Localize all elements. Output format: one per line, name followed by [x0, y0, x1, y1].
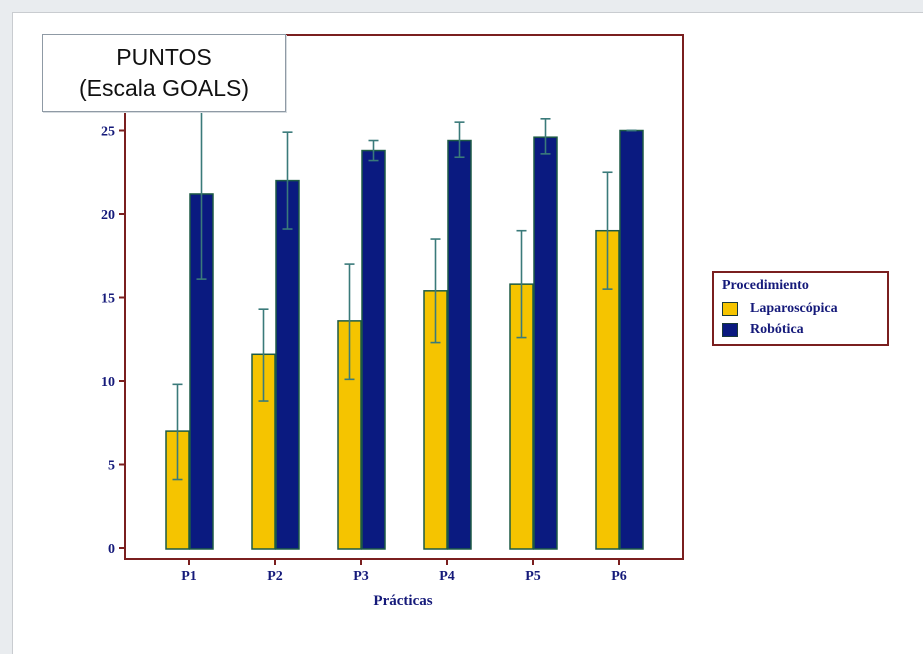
bar [619, 129, 644, 550]
legend-swatch-laparoscopica [722, 302, 738, 316]
y-tick-label: 0 [108, 542, 115, 557]
bar-chart: 0 5 10 15 20 25 P1 P2 P3 P4 P5 P6 Prácticas [101, 34, 684, 609]
legend-label-laparoscopica: Laparoscópica [750, 301, 838, 316]
x-axis-label: Prácticas [373, 593, 432, 609]
chart-title: PUNTOS [116, 44, 212, 70]
chart-subtitle: (Escala GOALS) [79, 75, 249, 101]
x-tick-label: P2 [267, 569, 283, 584]
bar [533, 136, 558, 550]
legend-swatch-robotica [722, 323, 738, 337]
legend: Procedimiento Laparoscópica Robótica [712, 271, 889, 346]
x-tick-label: P1 [181, 569, 197, 584]
x-tick-label: P3 [353, 569, 369, 584]
y-tick-label: 10 [101, 375, 115, 390]
bar [275, 179, 300, 550]
x-tick-label: P4 [439, 569, 455, 584]
y-tick-label: 5 [108, 459, 115, 474]
legend-label-robotica: Robótica [750, 322, 804, 337]
chart-title-box: PUNTOS (Escala GOALS) [42, 34, 286, 112]
legend-item-laparoscopica: Laparoscópica [722, 301, 838, 317]
legend-title: Procedimiento [722, 278, 809, 293]
bar [361, 149, 386, 550]
x-tick-label: P6 [611, 569, 627, 584]
y-tick-label: 25 [101, 125, 115, 140]
legend-item-robotica: Robótica [722, 322, 804, 338]
x-tick-label: P5 [525, 569, 541, 584]
y-tick-label: 15 [101, 292, 115, 307]
bar [447, 139, 472, 550]
chart-canvas: 0 5 10 15 20 25 P1 P2 P3 P4 P5 P6 Prácticas PUNTOS (… [12, 12, 923, 654]
y-tick-label: 20 [101, 208, 115, 223]
